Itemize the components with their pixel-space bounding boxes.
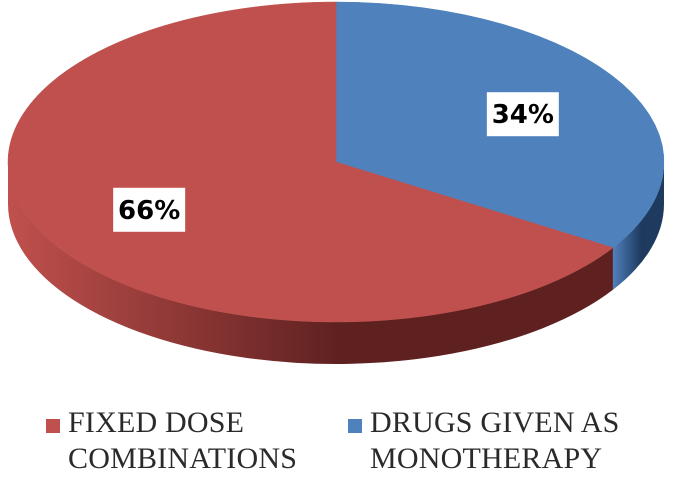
data-label-box-fixed-dose-combinations xyxy=(113,187,186,232)
data-label-box-drugs-given-as-monotherapy xyxy=(486,92,559,137)
pie-side-drugs-given-as-monotherapy xyxy=(612,162,664,290)
data-label-text-drugs-given-as-monotherapy: 34% xyxy=(492,100,554,130)
legend-swatch-drugs-given-as-monotherapy xyxy=(348,419,362,433)
data-label-fixed-dose-combinations: 66% xyxy=(113,187,186,232)
pie-side-fixed-dose-combinations xyxy=(8,162,613,365)
legend: FIXED DOSE COMBINATIONS DRUGS GIVEN AS M… xyxy=(46,405,666,485)
legend-label-fixed-dose-combinations: FIXED DOSE COMBINATIONS xyxy=(68,406,298,475)
data-label-text-fixed-dose-combinations: 66% xyxy=(118,196,180,226)
legend-swatch-fixed-dose-combinations xyxy=(46,419,60,433)
legend-label-drugs-given-as-monotherapy: DRUGS GIVEN AS MONOTHERAPY xyxy=(370,406,620,475)
pie-slice-fixed-dose-combinations xyxy=(7,1,614,323)
data-label-drugs-given-as-monotherapy: 34% xyxy=(486,92,559,137)
pie-chart-plot: 34% 66% xyxy=(7,1,665,365)
